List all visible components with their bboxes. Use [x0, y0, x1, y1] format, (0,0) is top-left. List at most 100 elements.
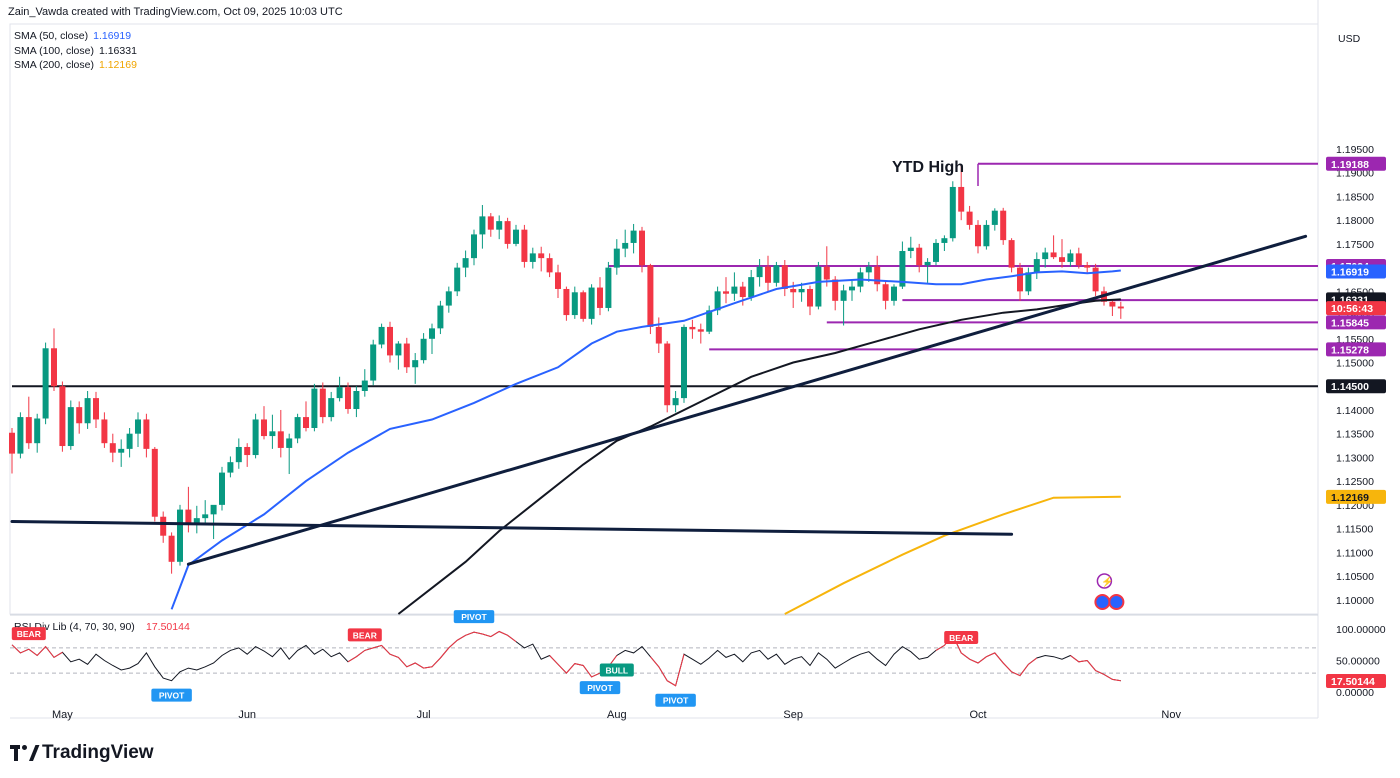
event-lightning-icon[interactable] [1096, 573, 1113, 589]
candle-body[interactable] [907, 247, 914, 252]
candle-body[interactable] [664, 343, 671, 406]
economic-event-icon[interactable] [1108, 594, 1125, 610]
candle-body[interactable] [168, 535, 175, 562]
candle-body[interactable] [899, 251, 906, 287]
rsi-signal-tag[interactable] [655, 693, 696, 707]
candle-body[interactable] [193, 518, 200, 524]
candle-body[interactable] [529, 253, 536, 262]
candle-body[interactable] [51, 348, 57, 387]
candle-body[interactable] [865, 266, 872, 273]
rsi-signal-tag[interactable] [11, 627, 46, 641]
candle-body[interactable] [420, 338, 427, 361]
candle-body[interactable] [277, 431, 284, 448]
candle-body[interactable] [681, 326, 687, 399]
candle-body[interactable] [1092, 267, 1099, 292]
candle-body[interactable] [916, 247, 923, 266]
candle-body[interactable] [454, 267, 461, 292]
candle-body[interactable] [655, 326, 662, 344]
candle-body[interactable] [823, 266, 830, 280]
candle-body[interactable] [9, 432, 15, 454]
candle-body[interactable] [210, 504, 217, 515]
candle-body[interactable] [958, 186, 965, 212]
candle-body[interactable] [622, 242, 629, 249]
candle-body[interactable] [185, 509, 192, 524]
candle-body[interactable] [933, 242, 939, 262]
candle-body[interactable] [790, 288, 797, 293]
candle-body[interactable] [370, 344, 377, 381]
candle-body[interactable] [1084, 265, 1091, 268]
candle-body[interactable] [403, 343, 410, 368]
candle-body[interactable] [706, 310, 713, 332]
candle-body[interactable] [731, 286, 738, 294]
candle-body[interactable] [815, 266, 822, 307]
candle-body[interactable] [479, 216, 486, 235]
candle-body[interactable] [336, 387, 343, 399]
candle-body[interactable] [1017, 267, 1023, 292]
candle-body[interactable] [25, 417, 32, 444]
candle-body[interactable] [429, 328, 435, 339]
candle-body[interactable] [126, 433, 133, 449]
rsi-signal-tag[interactable] [151, 688, 192, 702]
candle-body[interactable] [496, 221, 503, 230]
candle-body[interactable] [34, 418, 41, 444]
candle-body[interactable] [437, 305, 444, 329]
candle-body[interactable] [546, 258, 553, 273]
candle-body[interactable] [303, 417, 309, 428]
candle-body[interactable] [143, 419, 150, 449]
candle-body[interactable] [1025, 272, 1032, 292]
candle-body[interactable] [42, 348, 49, 419]
candle-body[interactable] [672, 398, 679, 406]
candle-body[interactable] [597, 287, 603, 308]
falling-trendline[interactable] [10, 519, 1014, 536]
candle-body[interactable] [311, 388, 318, 428]
candle-body[interactable] [748, 277, 755, 298]
candle-body[interactable] [1033, 259, 1040, 273]
candle-body[interactable] [1059, 257, 1065, 262]
candle-body[interactable] [521, 229, 528, 262]
rsi-signal-tag[interactable] [347, 628, 382, 642]
candle-body[interactable] [17, 417, 24, 454]
candle-body[interactable] [1109, 301, 1116, 307]
candle-body[interactable] [891, 286, 897, 301]
candle-body[interactable] [487, 216, 494, 230]
candle-body[interactable] [219, 472, 225, 505]
candle-body[interactable] [580, 292, 587, 319]
candle-body[interactable] [471, 234, 477, 259]
candle-body[interactable] [345, 387, 351, 410]
candle-body[interactable] [765, 266, 771, 283]
candle-body[interactable] [605, 267, 612, 308]
candle-body[interactable] [756, 266, 763, 278]
candle-body[interactable] [513, 229, 519, 244]
candle-body[interactable] [849, 286, 855, 291]
candle-body[interactable] [975, 224, 981, 247]
candle-body[interactable] [991, 210, 998, 225]
candle-body[interactable] [252, 419, 259, 456]
candle-body[interactable] [361, 380, 368, 391]
candle-body[interactable] [941, 238, 948, 243]
candle-body[interactable] [227, 462, 234, 473]
candle-body[interactable] [202, 514, 209, 519]
candle-body[interactable] [177, 509, 183, 562]
candle-body[interactable] [739, 286, 746, 298]
candle-body[interactable] [504, 221, 511, 244]
candle-body[interactable] [697, 329, 704, 332]
candle-body[interactable] [563, 288, 570, 316]
candle-body[interactable] [613, 248, 620, 268]
legend-sma50[interactable]: SMA (50, close) 1.16919 [14, 29, 137, 44]
rsi-signal-tag[interactable] [944, 630, 979, 644]
sma200-line[interactable] [784, 495, 1121, 615]
legend-sma200[interactable]: SMA (200, close) 1.12169 [14, 58, 137, 73]
candle-body[interactable] [76, 407, 83, 424]
candle-body[interactable] [949, 186, 956, 239]
candle-body[interactable] [1008, 240, 1015, 268]
candle-body[interactable] [555, 272, 561, 289]
candle-body[interactable] [353, 390, 360, 410]
candle-body[interactable] [714, 291, 721, 311]
legend-sma100[interactable]: SMA (100, close) 1.16331 [14, 44, 137, 59]
candle-body[interactable] [395, 343, 402, 356]
candle-body[interactable] [59, 386, 66, 447]
rsi-signal-tag[interactable] [579, 681, 621, 695]
candle-body[interactable] [723, 291, 729, 294]
candle-body[interactable] [244, 446, 251, 456]
